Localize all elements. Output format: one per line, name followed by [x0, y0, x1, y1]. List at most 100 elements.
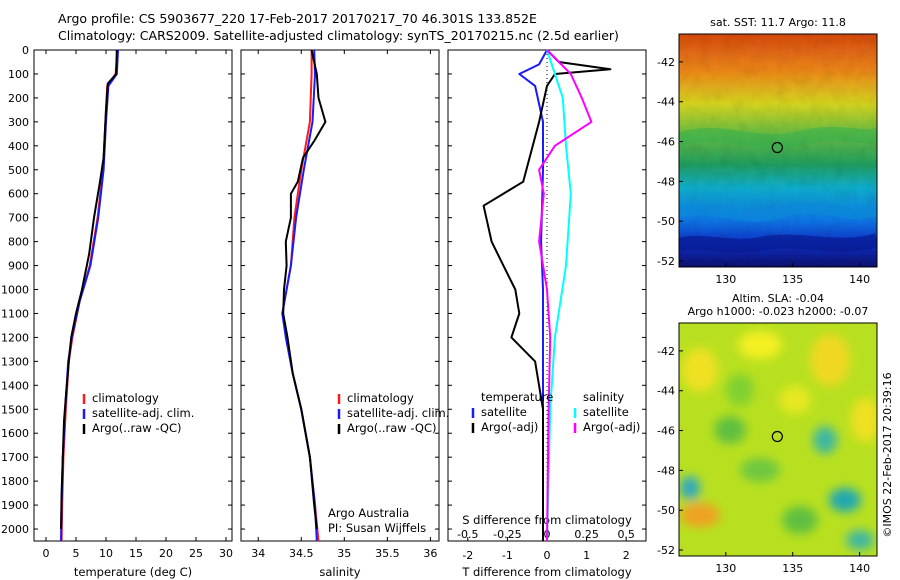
y-tick-label: 1400 [1, 379, 29, 392]
x-tick-label: 34 [251, 547, 265, 560]
x-tick-label: 5 [73, 547, 80, 560]
y-tick-label: 500 [8, 164, 29, 177]
top-tick-label: -0.5 [457, 528, 478, 541]
map-y-tick-label: -50 [657, 215, 675, 228]
y-tick-label: 2000 [1, 523, 29, 536]
y-tick-label: 1100 [1, 307, 29, 320]
map-title: sat. SST: 11.7 Argo: 11.8 [710, 16, 846, 29]
series-line-3 [60, 49, 118, 530]
annotation-line-2: PI: Susan Wijffels [328, 521, 426, 535]
x-axis-label: salinity [319, 565, 360, 579]
sla-map [678, 322, 878, 557]
top-tick-label: 0.25 [574, 528, 599, 541]
sal-diff-legend-label: Argo(-adj) [583, 420, 640, 434]
map-y-tick-label: -46 [657, 425, 675, 438]
x-tick-label: 20 [159, 547, 173, 560]
sal-legend-label: Argo(..raw -QC) [347, 421, 437, 435]
x-tick-label: -2 [462, 549, 473, 562]
argo-location-marker [771, 430, 783, 443]
x-tick-label: 34.5 [289, 547, 314, 560]
plot-frame [240, 49, 440, 542]
x-tick-label: 0 [544, 549, 551, 562]
copyright-side-label: ©IMOS 22-Feb-2017 20:39:16 [881, 372, 894, 537]
map-y-tick-label: -52 [657, 544, 675, 557]
salinity-panel: 34 34.5 35 35.5 36 salinity climatologysatelli… [240, 49, 449, 579]
y-tick-label: 1000 [1, 284, 29, 297]
map-y-tick-label: -50 [657, 504, 675, 517]
y-tick-label: 900 [8, 260, 29, 273]
temperature-panel: 0 5 10 15 20 25 300100200300400500600700800900… [1, 44, 233, 579]
y-tick-label: 1300 [1, 355, 29, 368]
x-axis-label: temperature (deg C) [74, 565, 192, 579]
map-x-tick-label: 135 [782, 273, 803, 286]
sst-map-field [679, 34, 877, 267]
diff-series-3 [546, 49, 572, 542]
y-tick-label: 1500 [1, 403, 29, 416]
plot-frame [33, 49, 233, 542]
sal-legend-label: satellite-adj. clim. [347, 406, 449, 420]
map-x-tick-label: 140 [849, 273, 870, 286]
x-tick-label: 2 [623, 549, 630, 562]
x-tick-label: 36 [423, 547, 437, 560]
diff-series-2 [482, 49, 612, 541]
map-x-tick-label: 130 [715, 562, 736, 575]
annotation-line-1: Argo Australia [328, 506, 409, 520]
y-tick-label: 800 [8, 236, 29, 249]
x-tick-label: 35.5 [375, 547, 400, 560]
y-tick-label: 200 [8, 92, 29, 105]
map-y-tick-label: -48 [657, 175, 675, 188]
figure-title-line-1: Argo profile: CS 5903677_220 17-Feb-2017… [58, 11, 537, 26]
figure-title-line-2: Climatology: CARS2009. Satellite-adjuste… [58, 28, 619, 43]
sst-map [678, 33, 878, 268]
map-title: Argo h1000: -0.023 h2000: -0.07 [688, 305, 869, 318]
y-tick-label: 1900 [1, 499, 29, 512]
y-tick-label: 1700 [1, 451, 29, 464]
map-x-tick-label: 135 [782, 562, 803, 575]
x-tick-label: 15 [129, 547, 143, 560]
y-tick-label: 600 [8, 188, 29, 201]
series-line-3 [282, 49, 327, 530]
x-tick-label: 25 [189, 547, 203, 560]
top-tick-label: -0.25 [493, 528, 521, 541]
y-tick-label: 300 [8, 116, 29, 129]
x-tick-label: 0 [43, 547, 50, 560]
map-y-tick-label: -44 [657, 96, 675, 109]
map-x-tick-label: 130 [715, 273, 736, 286]
x-tick-label: 35 [337, 547, 351, 560]
top-tick-label: 0.5 [617, 528, 635, 541]
map-y-tick-label: -52 [657, 255, 675, 268]
temp-legend-label: Argo(..raw -QC) [92, 421, 182, 435]
y-tick-label: 1600 [1, 427, 29, 440]
map-title: Altim. SLA: -0.04 [732, 292, 824, 305]
x-tick-label: 1 [583, 549, 590, 562]
diff-series-4 [538, 49, 593, 542]
map-y-tick-label: -46 [657, 136, 675, 149]
x-axis-label: T difference from climatology [461, 565, 632, 579]
x-tick-label: 30 [219, 547, 233, 560]
y-tick-label: 1800 [1, 475, 29, 488]
diff-series-1 [518, 49, 548, 541]
sal-diff-legend-label: salinity [583, 390, 624, 404]
argo-location-marker [771, 141, 783, 154]
temp-diff-legend-label: temperature [481, 390, 553, 404]
y-tick-label: 700 [8, 212, 29, 225]
y-tick-label: 0 [22, 44, 29, 57]
temp-legend-label: satellite-adj. clim. [92, 406, 194, 420]
y-tick-label: 400 [8, 140, 29, 153]
temp-legend-label: climatology [92, 391, 159, 405]
x-tick-label: -1 [502, 549, 513, 562]
temp-diff-legend-label: Argo(-adj) [481, 420, 538, 434]
x-tick-label: 10 [99, 547, 113, 560]
y-tick-label: 1200 [1, 331, 29, 344]
sal-diff-legend-label: satellite [583, 405, 629, 419]
difference-panel: -2 -1 0 1 2-0.5 -0.25 0 0.25 0.5S difference fro… [447, 49, 647, 579]
map-y-tick-label: -48 [657, 464, 675, 477]
map-y-tick-label: -44 [657, 385, 675, 398]
temp-diff-legend-label: satellite [481, 405, 527, 419]
y-tick-label: 100 [8, 68, 29, 81]
map-x-tick-label: 140 [849, 562, 870, 575]
map-y-tick-label: -42 [657, 56, 675, 69]
sal-legend-label: climatology [347, 391, 414, 405]
map-y-tick-label: -42 [657, 345, 675, 358]
